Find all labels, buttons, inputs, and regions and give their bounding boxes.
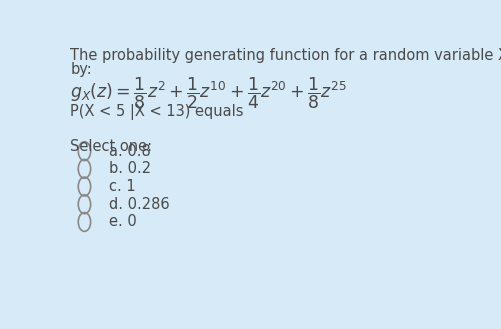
Text: The probability generating function for a random variable X is given: The probability generating function for … <box>70 48 501 63</box>
Text: e. 0: e. 0 <box>109 215 137 229</box>
Text: $g_X(z) = \dfrac{1}{8}z^2 + \dfrac{1}{2}z^{10} + \dfrac{1}{4}z^{20} + \dfrac{1}{: $g_X(z) = \dfrac{1}{8}z^2 + \dfrac{1}{2}… <box>70 76 347 111</box>
Text: b. 0.2: b. 0.2 <box>109 161 151 176</box>
Text: d. 0.286: d. 0.286 <box>109 197 169 212</box>
Text: by:: by: <box>70 62 92 77</box>
Text: a. 0.8: a. 0.8 <box>109 144 151 159</box>
Text: c. 1: c. 1 <box>109 179 136 194</box>
Text: P(X < 5 |X < 13) equals: P(X < 5 |X < 13) equals <box>70 104 243 120</box>
Text: Select one:: Select one: <box>70 139 152 154</box>
